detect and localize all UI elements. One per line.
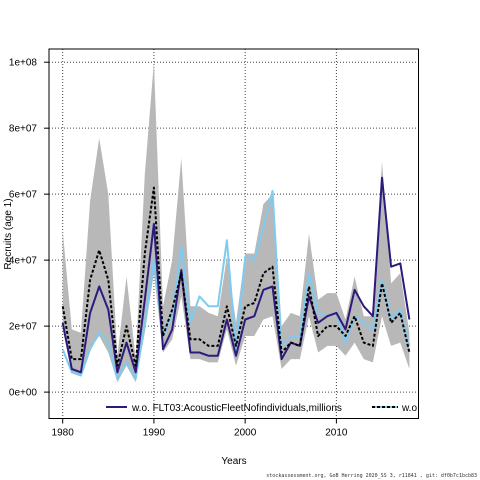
confidence-band bbox=[62, 62, 410, 383]
y-tick-label-2: 4e+07 bbox=[9, 256, 38, 267]
legend-label-series-2: w.o. bbox=[401, 403, 420, 414]
series-line-1 bbox=[61, 176, 411, 374]
x-axis-label: Years bbox=[221, 456, 246, 467]
y-tick-label-3: 6e+07 bbox=[9, 190, 38, 201]
y-axis: 0e+00 2e+07 4e+07 6e+07 8e+07 1e+08 bbox=[9, 58, 49, 399]
x-tick-label-0: 1980 bbox=[52, 428, 75, 439]
legend-label-series-1: w.o. FLT03:AcousticFleetNofindividuals,m… bbox=[131, 403, 342, 414]
y-tick-label-5: 1e+08 bbox=[9, 58, 38, 69]
series-line-2 bbox=[61, 189, 411, 380]
x-axis: 1980 1990 2000 2010 bbox=[52, 418, 348, 439]
legend: w.o. FLT03:AcousticFleetNofindividuals,m… bbox=[106, 403, 420, 414]
footer-credit: stockassessment.org, GoB Herring 2020_SS… bbox=[266, 473, 477, 479]
x-tick-label-1: 1990 bbox=[143, 428, 166, 439]
series-line-3 bbox=[61, 186, 411, 367]
plot-frame bbox=[48, 48, 419, 419]
x-tick-label-3: 2010 bbox=[325, 428, 348, 439]
y-axis-label: Recruits (age 1) bbox=[3, 198, 14, 269]
x-tick-label-2: 2000 bbox=[234, 428, 257, 439]
y-tick-label-0: 0e+00 bbox=[9, 388, 38, 399]
series-lines bbox=[61, 176, 411, 380]
y-tick-label-1: 2e+07 bbox=[9, 322, 38, 333]
y-tick-label-4: 8e+07 bbox=[9, 124, 38, 135]
